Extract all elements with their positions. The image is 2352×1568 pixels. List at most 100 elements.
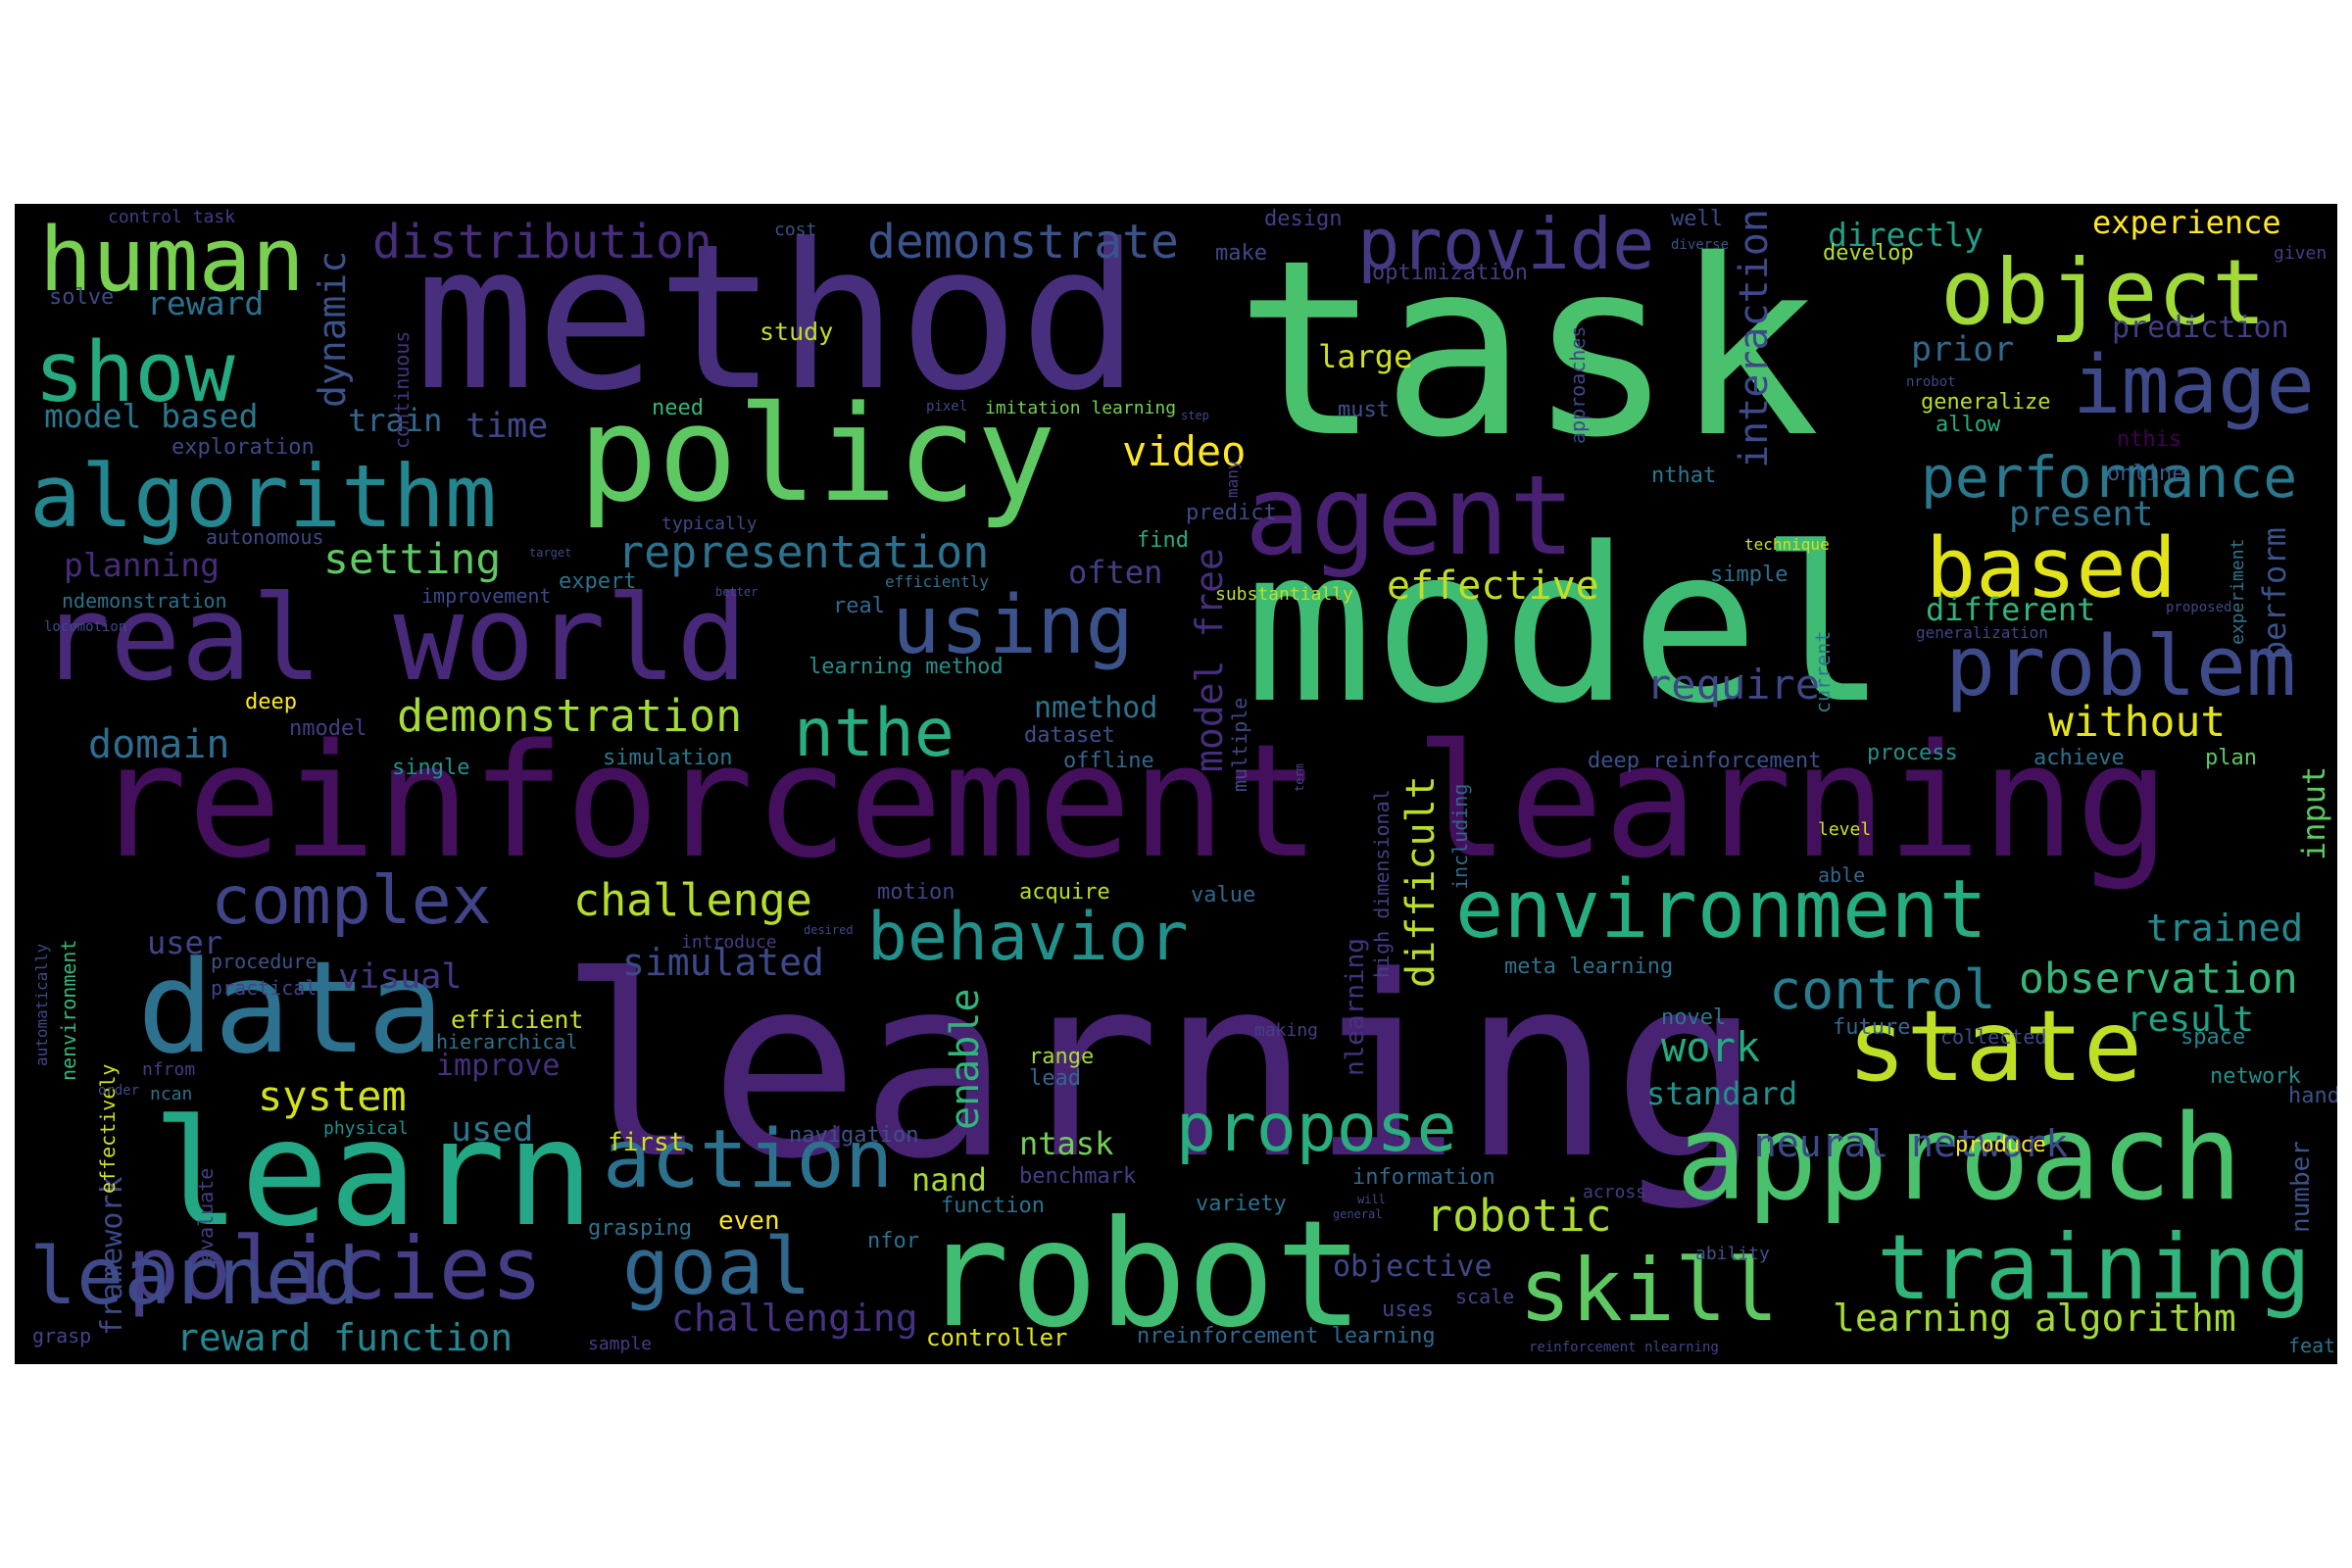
word: ncan bbox=[150, 1084, 193, 1104]
word: optimization bbox=[1372, 261, 1528, 285]
word: real bbox=[833, 594, 885, 618]
word: single bbox=[392, 756, 470, 780]
word: information bbox=[1352, 1165, 1495, 1190]
word: demonstration bbox=[397, 690, 743, 742]
word: novel bbox=[1661, 1005, 1727, 1030]
word: reward function bbox=[176, 1316, 514, 1359]
word: real world bbox=[39, 571, 748, 708]
word: collected bbox=[1940, 1025, 2047, 1049]
word: ndemonstration bbox=[62, 589, 227, 612]
word: observation bbox=[2019, 955, 2298, 1004]
word: goal bbox=[622, 1221, 811, 1312]
word: environment bbox=[1455, 863, 1988, 956]
word: procedure bbox=[211, 950, 318, 973]
word: solve bbox=[49, 285, 115, 310]
word: video bbox=[1122, 427, 1247, 475]
word: network bbox=[2210, 1064, 2301, 1089]
word: automatically bbox=[32, 943, 51, 1066]
word: study bbox=[760, 318, 834, 346]
word: well bbox=[1671, 207, 1723, 231]
word: learning algorithm bbox=[1833, 1297, 2236, 1340]
word: must bbox=[1338, 398, 1390, 422]
word: evaluate bbox=[194, 1167, 218, 1262]
word: reinforcement learning bbox=[93, 710, 2171, 893]
word: user bbox=[147, 924, 223, 961]
word: grasping bbox=[588, 1216, 692, 1241]
word: distribution bbox=[372, 215, 712, 270]
word: objective bbox=[1333, 1250, 1493, 1284]
word: uses bbox=[1382, 1298, 1434, 1322]
word: process bbox=[1867, 741, 1958, 765]
word: skill bbox=[1519, 1240, 1779, 1341]
word: control task bbox=[108, 207, 236, 227]
word: input bbox=[2295, 765, 2332, 860]
word: current bbox=[1811, 630, 1835, 713]
word: result bbox=[2127, 1000, 2255, 1040]
word: nmodel bbox=[289, 716, 368, 741]
word: scale bbox=[1455, 1285, 1515, 1308]
word: algorithm bbox=[29, 446, 497, 547]
word: learning bbox=[559, 923, 1763, 1214]
word: allow bbox=[1936, 413, 2001, 437]
word: reward bbox=[147, 284, 265, 322]
word: improvement bbox=[421, 584, 552, 608]
word: first bbox=[608, 1128, 685, 1157]
word: making bbox=[1254, 1020, 1319, 1041]
word: typically bbox=[662, 514, 758, 534]
word: control bbox=[1769, 958, 1996, 1021]
word: desired bbox=[804, 923, 854, 937]
word: many bbox=[1223, 460, 1242, 498]
word: learn bbox=[152, 1089, 595, 1259]
word: meta learning bbox=[1504, 955, 1674, 979]
word: neural network bbox=[1754, 1122, 2069, 1165]
word: expert bbox=[559, 569, 637, 594]
word: learning method bbox=[808, 655, 1004, 679]
word: time bbox=[466, 407, 549, 446]
word: simple bbox=[1710, 563, 1788, 587]
word: develop bbox=[1823, 241, 1914, 266]
word: function bbox=[941, 1194, 1045, 1218]
word: number bbox=[2286, 1141, 2316, 1233]
word: approaches bbox=[1566, 325, 1590, 444]
word: achieve bbox=[2034, 746, 2125, 770]
word: dynamic bbox=[311, 250, 354, 408]
word: order bbox=[98, 1083, 140, 1099]
word: reinforcement nlearning bbox=[1529, 1340, 1719, 1355]
word: different bbox=[1926, 591, 2096, 628]
word: lead bbox=[1029, 1066, 1081, 1091]
word: step bbox=[1181, 409, 1209, 422]
word: behavior bbox=[867, 899, 1189, 976]
word: plan bbox=[2205, 746, 2257, 770]
word: based bbox=[1926, 520, 2177, 617]
word: state bbox=[1847, 989, 2143, 1103]
word: domain bbox=[88, 722, 230, 767]
word: introduce bbox=[681, 932, 777, 953]
word: substantially bbox=[1215, 584, 1353, 605]
word: robotic bbox=[1426, 1190, 1612, 1242]
word: object bbox=[1940, 240, 2267, 345]
word: data bbox=[137, 933, 445, 1082]
word: dataset bbox=[1024, 723, 1115, 748]
word: used bbox=[451, 1110, 534, 1150]
word: representation bbox=[617, 526, 990, 578]
word: using bbox=[892, 579, 1134, 672]
word: system bbox=[258, 1072, 407, 1120]
word: find bbox=[1137, 528, 1189, 553]
word: performance bbox=[1921, 444, 2298, 511]
word: including bbox=[1448, 783, 1472, 890]
word: learned bbox=[29, 1231, 361, 1322]
word: experience bbox=[2092, 204, 2281, 241]
word: simulated bbox=[622, 941, 824, 984]
word: work bbox=[1661, 1023, 1761, 1071]
word: able bbox=[1818, 863, 1866, 887]
word: level bbox=[1818, 819, 1872, 840]
word: deep bbox=[245, 690, 297, 714]
word: enable bbox=[943, 988, 988, 1131]
word: make bbox=[1215, 241, 1267, 266]
word: demonstrate bbox=[867, 215, 1179, 270]
word: action bbox=[603, 1113, 894, 1206]
word: controller bbox=[926, 1324, 1068, 1351]
word: difficult bbox=[1398, 775, 1444, 988]
word: large bbox=[1318, 338, 1413, 375]
word: visual bbox=[338, 957, 463, 997]
